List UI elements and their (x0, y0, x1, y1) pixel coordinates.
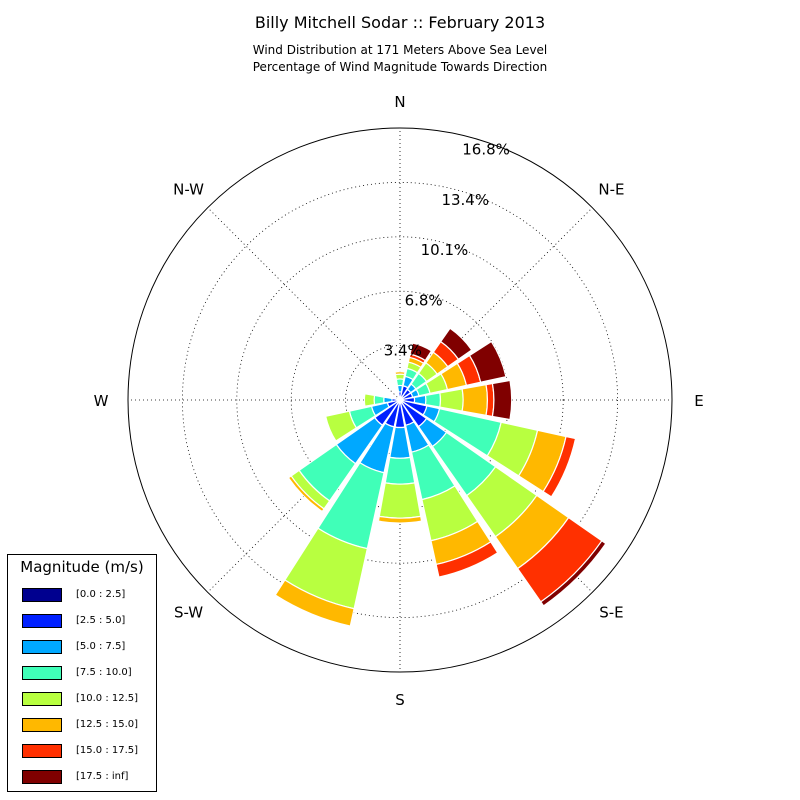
wind-bar-segment (539, 539, 607, 607)
legend-swatch (22, 744, 62, 758)
legend-label: [5.0 : 7.5] (76, 641, 126, 652)
legend-swatch (22, 770, 62, 784)
legend-item: [5.0 : 7.5] (20, 638, 154, 656)
wind-bar-segment (468, 340, 507, 383)
wind-bar-segment (287, 475, 325, 513)
grid-ring (236, 236, 564, 564)
direction-label-n: N (394, 93, 405, 111)
wind-bar-segment (491, 379, 513, 421)
direction-label-s: S (395, 691, 405, 709)
chart-title: Billy Mitchell Sodar :: February 2013 (255, 13, 545, 32)
legend-item: [10.0 : 12.5] (20, 690, 154, 708)
legend-label: [12.5 : 15.0] (76, 719, 139, 730)
wind-bar-segment (383, 396, 393, 404)
direction-label-s-e: S-E (599, 603, 623, 621)
wind-bar-segment (439, 327, 473, 361)
legend-item: [17.5 : inf] (20, 768, 154, 786)
legend-swatch (22, 640, 62, 654)
wind-bar-segment (409, 342, 433, 362)
wind-bars (274, 327, 607, 627)
legend: Magnitude (m/s) [0.0 : 2.5] [2.5 : 5.0] [5… (7, 554, 157, 792)
wind-bar-segment (424, 392, 442, 408)
grid-ring (181, 181, 619, 619)
direction-label-s-w: S-W (174, 603, 203, 621)
wind-bar-segment (384, 456, 416, 485)
ring-label: 16.8% (462, 141, 510, 159)
wind-bar-segment (395, 378, 405, 387)
grid-spoke (207, 207, 401, 401)
ring-label: 6.8% (405, 291, 443, 309)
outer-circle (127, 127, 673, 673)
direction-label-n-e: N-E (598, 181, 624, 199)
legend-item: [0.0 : 2.5] (20, 586, 154, 604)
legend-swatch (22, 614, 62, 628)
direction-label-e: E (694, 392, 703, 410)
legend-title: Magnitude (m/s) (20, 558, 144, 576)
wind-bar-segment (542, 435, 577, 498)
legend-label: [2.5 : 5.0] (76, 615, 126, 626)
legend-swatch (22, 692, 62, 706)
wind-bar-segment (377, 515, 423, 524)
legend-item: [2.5 : 5.0] (20, 612, 154, 630)
wind-bar-segment (435, 541, 499, 578)
legend-label: [15.0 : 17.5] (76, 745, 139, 756)
legend-swatch (22, 718, 62, 732)
wind-bar-segment (397, 396, 401, 400)
ring-label: 13.4% (441, 191, 489, 209)
legend-item: [15.0 : 17.5] (20, 742, 154, 760)
chart-subtitle-line-1: Wind Distribution at 171 Meters Above Se… (253, 43, 548, 57)
legend-item: [7.5 : 10.0] (20, 664, 154, 682)
wind-bar-segment (394, 371, 406, 376)
wind-bar-segment (461, 383, 489, 417)
direction-label-n-w: N-W (173, 181, 204, 199)
wind-bar-segment (324, 410, 358, 442)
wind-bar-segment (439, 388, 464, 412)
legend-label: [7.5 : 10.0] (76, 667, 132, 678)
legend-swatch (22, 588, 62, 602)
legend-label: [17.5 : inf] (76, 771, 129, 782)
wind-bar-segment (373, 394, 385, 406)
legend-label: [10.0 : 12.5] (76, 693, 139, 704)
direction-label-w: W (94, 392, 109, 410)
wind-bar-segment (378, 482, 422, 519)
wind-bar-segment (274, 579, 355, 627)
legend-swatch (22, 666, 62, 680)
direction-labels: N N-E E S-E S S-W W N-W (94, 93, 704, 709)
wind-bar-segment (363, 393, 376, 407)
ring-label: 10.1% (421, 241, 469, 259)
ring-labels: 3.4% 6.8% 10.1% 13.4% 16.8% (384, 141, 510, 360)
chart-subtitle-line-2: Percentage of Wind Magnitude Towards Dir… (253, 60, 547, 74)
legend-item: [12.5 : 15.0] (20, 716, 154, 734)
ring-label: 3.4% (384, 342, 422, 360)
legend-label: [0.0 : 2.5] (76, 589, 126, 600)
grid-spoke (399, 207, 593, 401)
